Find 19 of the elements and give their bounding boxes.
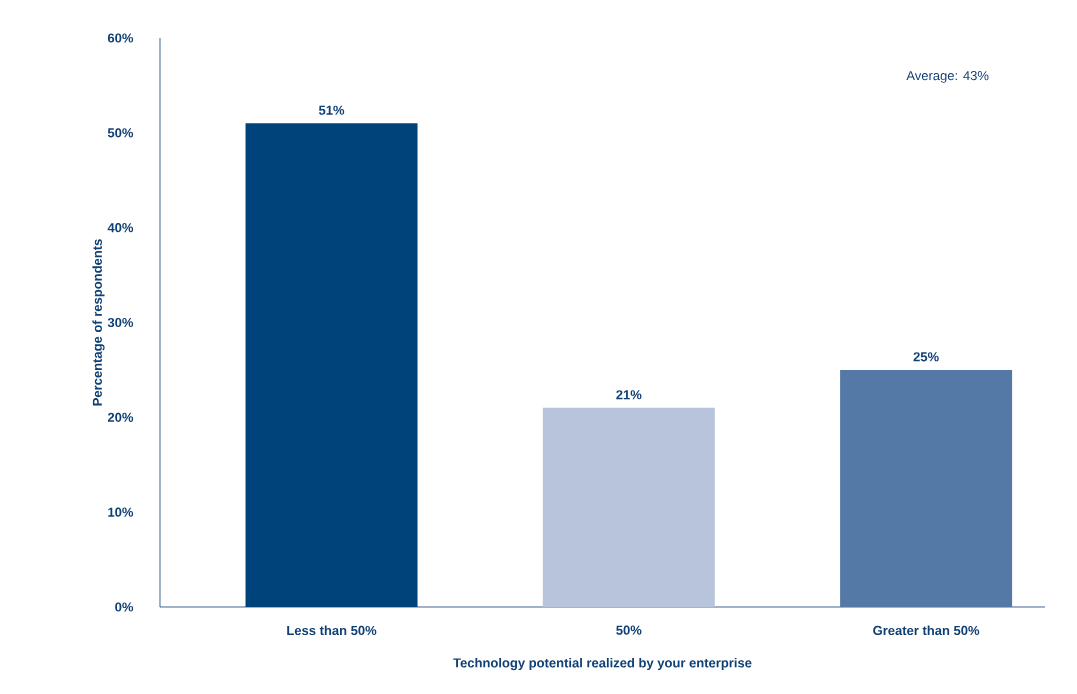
y-tick-label: 60% bbox=[107, 33, 134, 43]
data-label: 25% bbox=[913, 352, 939, 362]
annotation: Average: 43% bbox=[906, 70, 989, 83]
y-tick-label: 0% bbox=[115, 602, 134, 612]
y-tick-label: 40% bbox=[107, 223, 134, 233]
y-axis-title: Percentage of respondents bbox=[92, 239, 105, 406]
data-label: 51% bbox=[318, 105, 345, 115]
y-tick-label: 50% bbox=[107, 128, 134, 138]
x-tick-label: 50% bbox=[616, 625, 642, 635]
bar bbox=[542, 407, 715, 607]
y-tick-label: 30% bbox=[107, 317, 134, 328]
data-label: 21% bbox=[616, 390, 642, 400]
y-tick-label: 10% bbox=[108, 507, 134, 517]
y-tick-label: 20% bbox=[107, 412, 134, 422]
x-axis-title: Technology potential realized by your enterprise bbox=[453, 657, 752, 671]
x-tick-label: Greater than 50% bbox=[873, 625, 980, 636]
x-tick-label: Less than 50% bbox=[287, 625, 377, 636]
bar bbox=[245, 123, 418, 607]
bar bbox=[840, 369, 1013, 607]
